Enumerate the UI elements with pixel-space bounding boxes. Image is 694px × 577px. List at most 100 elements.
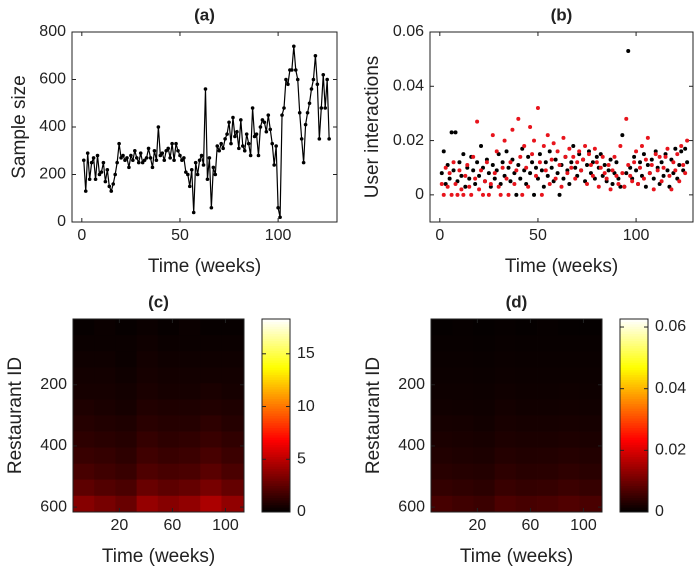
scatter-point: [632, 160, 637, 165]
scatter-point: [469, 192, 474, 197]
heat-cell: [221, 351, 245, 368]
heat-cell: [73, 415, 95, 432]
heat-cell: [579, 335, 603, 352]
colorbar-swatch: [262, 425, 290, 429]
colorbar-swatch: [620, 381, 648, 385]
colorbar-swatch: [262, 326, 290, 330]
data-point: [189, 167, 194, 172]
data-point: [129, 153, 133, 158]
scatter-point: [663, 154, 668, 159]
data-point: [91, 156, 96, 160]
heat-cell: [473, 415, 496, 432]
scatter-point: [477, 173, 482, 178]
heat-cell: [473, 495, 496, 513]
colorbar-tick-label: 5: [297, 450, 306, 467]
data-point: [150, 165, 155, 170]
heat-cell: [200, 447, 222, 465]
heat-cell: [473, 431, 496, 448]
scatter-point: [571, 144, 576, 148]
scatter-point: [457, 160, 462, 165]
data-point: [111, 182, 116, 186]
data-point: [87, 177, 92, 182]
scatter-point: [453, 130, 458, 135]
colorbar-swatch: [262, 401, 290, 404]
heat-cell: [115, 415, 138, 432]
scatter-point: [451, 168, 456, 173]
scatter-point: [447, 176, 452, 181]
colorbar-swatch: [262, 451, 290, 455]
data-point: [105, 167, 110, 172]
scatter-point: [518, 154, 523, 159]
heat-cell: [473, 367, 496, 384]
colorbar-swatch: [262, 470, 290, 474]
scatter-point: [551, 141, 556, 146]
heat-cell: [94, 399, 116, 416]
data-point: [154, 158, 159, 163]
colorbar-swatch: [620, 437, 648, 441]
scatter-point: [522, 144, 527, 148]
data-point: [133, 148, 137, 153]
y-axis-label: Restaurant ID: [5, 357, 26, 474]
data-point: [278, 215, 282, 220]
colorbar-swatch: [620, 458, 648, 462]
colorbar-swatch: [620, 372, 648, 375]
colorbar-swatch: [262, 386, 290, 390]
scatter-point: [665, 168, 670, 173]
data-point: [274, 144, 278, 148]
colorbar-swatch: [620, 454, 648, 458]
data-point: [117, 141, 121, 146]
colorbar-swatch: [620, 333, 648, 337]
colorbar-swatch: [620, 502, 648, 506]
scatter-point: [557, 192, 562, 197]
scatter-point: [455, 192, 460, 197]
colorbar-swatch: [620, 425, 648, 429]
scatter-point: [673, 168, 678, 173]
scatter-point: [673, 146, 678, 151]
heat-cell: [494, 479, 517, 497]
heat-cell: [200, 479, 222, 497]
scatter-point: [441, 192, 446, 197]
colorbar-swatch: [262, 369, 290, 373]
scatter-point: [565, 171, 570, 176]
scatter-point: [567, 182, 572, 186]
scatter-point: [467, 184, 472, 189]
heat-cell: [494, 447, 517, 465]
colorbar-swatch: [262, 504, 290, 508]
colorbar-swatch: [262, 509, 290, 513]
colorbar-swatch: [620, 487, 648, 491]
data-point: [262, 120, 267, 125]
heat-cell: [452, 479, 474, 497]
data-point: [182, 156, 186, 160]
colorbar-swatch: [262, 357, 290, 361]
scatter-point: [545, 173, 550, 178]
y-tick-label: 0.06: [393, 23, 424, 40]
data-point: [168, 156, 172, 160]
heat-cell: [73, 431, 95, 448]
scatter-point: [600, 154, 605, 159]
scatter-point: [579, 168, 584, 173]
scatter-point: [530, 160, 535, 165]
heat-cell: [221, 479, 245, 497]
heat-cell: [473, 351, 496, 368]
heat-cell: [558, 351, 580, 368]
heat-cell: [431, 495, 453, 513]
scatter-point: [606, 168, 611, 173]
data-line: [83, 46, 330, 218]
colorbar-swatch: [262, 492, 290, 496]
heat-cell: [515, 431, 538, 448]
colorbar-swatch: [262, 367, 290, 371]
heat-cell: [452, 319, 474, 336]
colorbar-swatch: [262, 319, 290, 322]
heat-cell: [537, 431, 559, 448]
heat-cell: [473, 479, 496, 497]
scatter-point: [477, 187, 482, 192]
colorbar-swatch: [620, 401, 648, 404]
data-point: [242, 148, 247, 153]
heat-cell: [136, 335, 159, 352]
colorbar-swatch: [262, 393, 290, 397]
colorbar-swatch: [262, 408, 290, 412]
colorbar-swatch: [620, 463, 648, 467]
scatter-point: [439, 182, 444, 186]
heat-cell: [558, 431, 580, 448]
colorbar-swatch: [262, 497, 290, 501]
